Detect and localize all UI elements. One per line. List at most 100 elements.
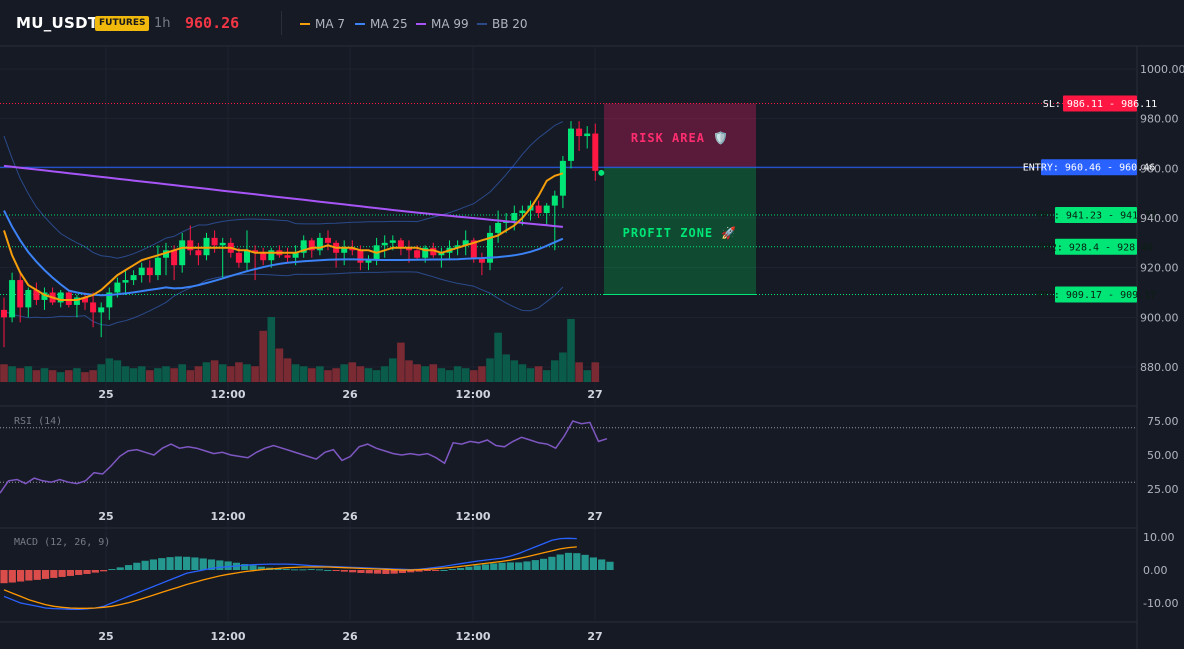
time-tick-label: 26 [342, 630, 358, 643]
candle-body [406, 247, 412, 251]
macd-histogram-bar [481, 564, 490, 570]
macd-histogram-bar [398, 570, 407, 573]
price-tick-label: 920.00 [1140, 262, 1179, 275]
volume-bar [32, 370, 41, 382]
volume-bar [178, 364, 186, 382]
tp2-tag[interactable]: TP2: 928.4 - 928.40 [1039, 238, 1153, 255]
macd-histogram-bar [357, 570, 365, 573]
candle-body [244, 250, 250, 263]
volume-bar [299, 366, 308, 382]
volume-bar [437, 368, 446, 382]
macd-histogram-bar [490, 563, 498, 570]
symbol-name[interactable]: MU_USDT [16, 14, 99, 32]
volume-bar [186, 370, 195, 382]
legend-ma25[interactable]: MA 25 [355, 17, 408, 31]
market-badge: FUTURES [95, 16, 150, 31]
candle-body [422, 247, 429, 258]
macd-histogram-bar [224, 561, 232, 570]
macd-histogram-bar [315, 569, 324, 571]
entry-tag[interactable]: ENTRY: 960.46 - 960.46 [1023, 159, 1155, 176]
macd-histogram-bar [373, 570, 382, 574]
macd-histogram-bar [598, 559, 606, 570]
ma25-swatch-icon [355, 23, 365, 25]
candle-body [438, 252, 445, 256]
ma99-line [3, 164, 563, 228]
candle-body [365, 260, 372, 263]
macd-histogram-bar [58, 570, 66, 577]
candle-body [187, 240, 194, 251]
time-tick-label: 26 [342, 388, 358, 401]
time-tick-label: 26 [342, 510, 358, 523]
macd-histogram-bar [290, 569, 299, 571]
volume-bar [267, 317, 276, 382]
volume-bar [48, 370, 57, 382]
legend-ma99[interactable]: MA 99 [416, 17, 469, 31]
tp3-tag[interactable]: TP3: 909.17 - 909.17 [1036, 286, 1156, 303]
candle-body [284, 255, 291, 258]
macd-tick-label: 0.00 [1143, 564, 1168, 577]
candle-body [138, 267, 145, 276]
candle-body [559, 160, 566, 196]
macd-histogram-bar [390, 570, 398, 574]
legend-ma7-label: MA 7 [315, 17, 346, 31]
tp1-tag[interactable]: TP1: 941.23 - 941.23 [1036, 206, 1156, 223]
volume-bar [210, 360, 219, 382]
macd-histogram-bar [33, 570, 41, 580]
profit-zone-box [604, 167, 756, 295]
macd-histogram-bar [332, 570, 340, 571]
macd-histogram-bar [440, 570, 448, 571]
timeframe-selector[interactable]: 1h [154, 16, 171, 31]
macd-histogram-bar [523, 561, 531, 570]
macd-histogram-bar [174, 556, 182, 570]
macd-histogram-bar [340, 570, 348, 572]
macd-histogram-bar [573, 553, 581, 570]
volume-bar [65, 370, 73, 382]
candle-body [495, 222, 502, 233]
time-tick-label: 25 [98, 388, 113, 401]
candle-body [33, 290, 40, 300]
volume-bar [510, 360, 519, 382]
macd-histogram-bar [41, 570, 50, 579]
macd-histogram-bar [83, 570, 91, 574]
legend-bb20[interactable]: BB 20 [477, 17, 528, 31]
volume-bar [534, 366, 543, 382]
volume-bar [97, 364, 105, 382]
candle-body [478, 257, 485, 263]
sl-tag[interactable]: SL: 986.11 - 986.11 [1043, 95, 1157, 112]
volume-bar [129, 368, 138, 382]
volume-bar [470, 370, 478, 382]
volume-bar [526, 368, 535, 382]
candle-body [519, 210, 526, 214]
legend-ma7[interactable]: MA 7 [300, 17, 345, 31]
macd-histogram-bar [415, 570, 423, 572]
candle-body [470, 240, 477, 258]
time-tick-label: 12:00 [455, 388, 490, 401]
macd-histogram-bar [423, 570, 431, 571]
macd-histogram-bar [606, 561, 614, 570]
volume-bar [364, 368, 373, 382]
volume-bar [583, 370, 591, 382]
volume-bar [372, 370, 381, 382]
macd-histogram-bar [456, 568, 465, 570]
volume-bar [291, 364, 300, 382]
macd-histogram-bar [556, 554, 564, 570]
volume-bar [591, 362, 600, 382]
volume-bar [24, 366, 33, 382]
volume-bar [202, 362, 211, 382]
volume-bar [16, 368, 24, 382]
candle-body [130, 275, 137, 281]
price-tick-label: 1000.00 [1140, 63, 1184, 76]
time-tick-label: 27 [587, 630, 602, 643]
volume-bar [453, 366, 462, 382]
volume-bar [478, 366, 486, 382]
volume-bar [218, 364, 227, 382]
macd-histogram-bar [141, 560, 149, 570]
tp1-tag-bg [1055, 206, 1137, 223]
time-tick-label: 12:00 [210, 630, 245, 643]
macd-histogram-bar [465, 566, 473, 570]
last-price-marker [598, 169, 605, 176]
macd-histogram-bar [324, 570, 332, 571]
candle-body [341, 247, 348, 253]
macd-histogram-bar [75, 570, 83, 575]
